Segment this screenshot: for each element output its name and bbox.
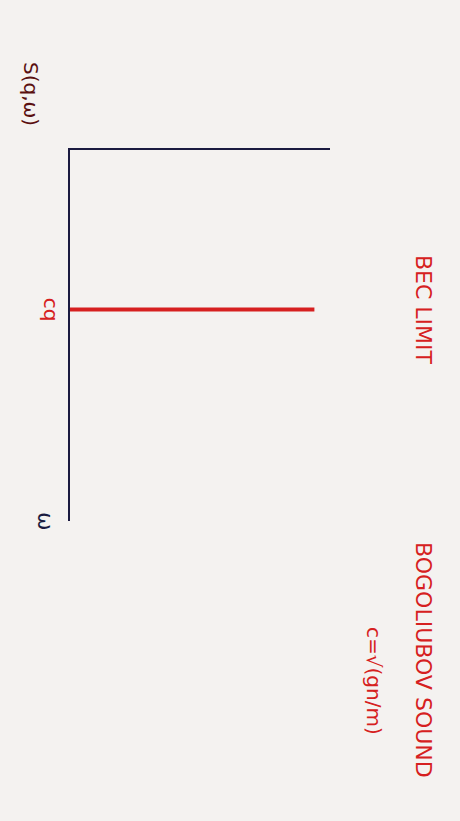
svg-text:ω: ω — [33, 512, 58, 530]
svg-text:BEC LIMIT: BEC LIMIT — [411, 255, 436, 365]
svg-text:S(q,ω): S(q,ω) — [19, 62, 43, 126]
svg-text:c=√(gn/m): c=√(gn/m) — [362, 627, 386, 735]
svg-text:BOGOLIUBOV SOUND: BOGOLIUBOV SOUND — [411, 542, 436, 778]
svg-text:cq: cq — [39, 298, 63, 322]
